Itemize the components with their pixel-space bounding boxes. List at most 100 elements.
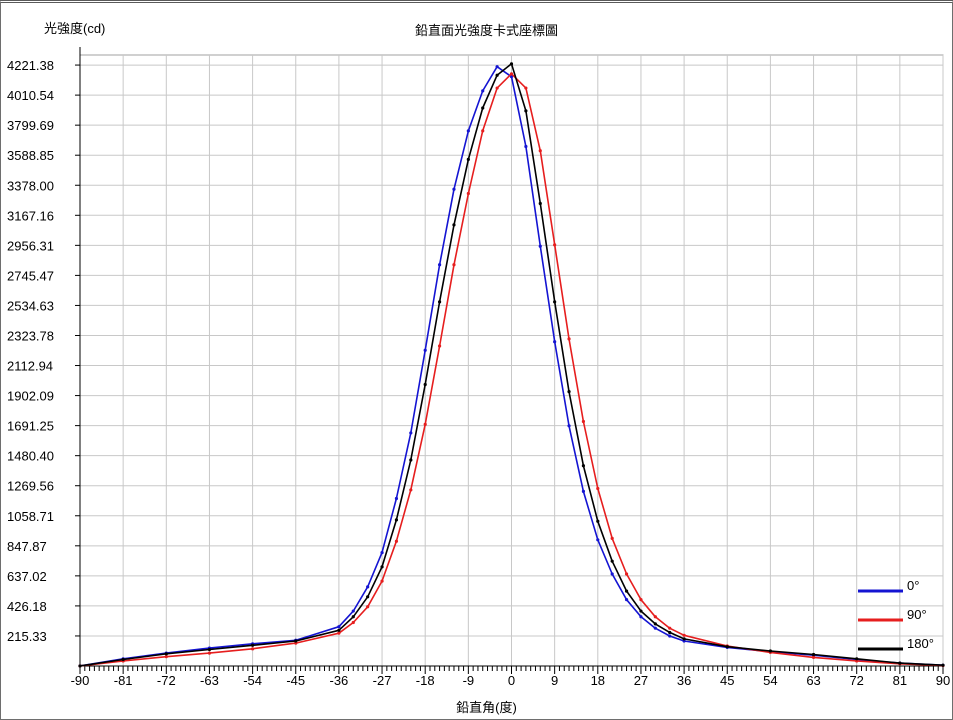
y-tick-label: 426.18 <box>7 599 47 614</box>
y-tick-label: 637.02 <box>7 569 47 584</box>
series-point-1 <box>495 86 499 90</box>
x-tick-label: 18 <box>591 673 605 688</box>
y-tick-label: 1058.71 <box>7 509 54 524</box>
x-tick-label: -63 <box>200 673 219 688</box>
series-point-1 <box>624 572 629 576</box>
series-point-0 <box>524 144 528 149</box>
x-tick-label: 45 <box>720 673 734 688</box>
y-tick-label: 2112.94 <box>7 359 53 374</box>
series-point-2 <box>668 630 672 635</box>
series-point-0 <box>337 625 341 629</box>
series-point-2 <box>164 652 168 656</box>
x-tick-label: 36 <box>677 673 691 688</box>
series-point-2 <box>898 661 902 665</box>
legend-label-0: 0° <box>907 578 919 593</box>
series-point-0 <box>610 572 614 576</box>
series-point-2 <box>351 615 355 619</box>
series-point-1 <box>567 337 571 341</box>
series-point-1 <box>524 86 528 90</box>
y-axis-label: 光強度(cd) <box>44 21 106 36</box>
x-tick-label: -54 <box>243 673 262 688</box>
series-point-0 <box>466 129 470 133</box>
series-point-0 <box>409 431 413 435</box>
y-tick-label: 3378.00 <box>7 178 54 193</box>
series-point-2 <box>466 157 470 161</box>
x-tick-label: -45 <box>286 673 305 688</box>
series-point-2 <box>409 458 413 462</box>
series-point-1 <box>437 344 442 348</box>
series-point-2 <box>610 559 614 563</box>
series-point-2 <box>366 595 370 599</box>
series-point-0 <box>366 585 370 589</box>
series-point-1 <box>481 129 485 133</box>
y-tick-label: 4221.38 <box>7 58 54 73</box>
x-tick-label: -27 <box>373 673 392 688</box>
series-point-2 <box>653 622 657 626</box>
y-tick-label: 2323.78 <box>7 328 54 343</box>
series-point-1 <box>610 536 614 540</box>
series-point-2 <box>596 519 600 523</box>
series-point-2 <box>437 300 442 304</box>
series-point-1 <box>394 539 399 543</box>
series-point-2 <box>682 637 686 641</box>
x-tick-label: -90 <box>71 673 90 688</box>
y-tick-label: 1902.09 <box>7 389 54 404</box>
series-point-2 <box>524 109 528 113</box>
series-point-0 <box>423 348 427 352</box>
series-point-2 <box>855 657 859 661</box>
series-point-0 <box>567 424 571 428</box>
series-point-2 <box>337 628 341 632</box>
series-point-0 <box>509 75 514 79</box>
series-point-0 <box>624 598 629 602</box>
series-point-1 <box>581 419 586 424</box>
series-point-1 <box>366 605 370 609</box>
series-point-0 <box>581 489 586 493</box>
series-point-1 <box>653 615 657 619</box>
y-tick-label: 3799.69 <box>7 118 54 133</box>
x-tick-label: 72 <box>849 673 863 688</box>
x-tick-label: 54 <box>763 673 777 688</box>
series-point-1 <box>509 72 514 76</box>
series-point-2 <box>294 639 298 643</box>
series-point-2 <box>495 73 499 77</box>
x-tick-label: -72 <box>157 673 176 688</box>
series-point-2 <box>251 643 255 647</box>
x-tick-label: 81 <box>893 673 907 688</box>
series-point-2 <box>553 300 557 304</box>
x-axis-label: 鉛直角(度) <box>456 700 517 715</box>
series-point-2 <box>380 565 384 569</box>
series-point-1 <box>811 655 816 659</box>
y-tick-label: 1691.25 <box>7 419 54 434</box>
series-point-1 <box>164 655 168 659</box>
series-point-2 <box>452 223 456 227</box>
series-point-0 <box>351 609 355 613</box>
series-point-2 <box>768 649 773 653</box>
series-point-1 <box>466 191 470 196</box>
x-tick-label: 27 <box>634 673 648 688</box>
series-point-0 <box>538 244 542 248</box>
series-point-1 <box>596 486 600 491</box>
series-point-2 <box>624 589 629 593</box>
series-point-2 <box>567 390 571 394</box>
series-point-1 <box>337 631 341 635</box>
series-point-0 <box>639 615 643 619</box>
y-tick-label: 3167.16 <box>7 208 54 223</box>
series-point-1 <box>452 263 456 267</box>
y-tick-label: 3588.85 <box>7 148 54 163</box>
x-tick-label: 90 <box>936 673 950 688</box>
y-tick-label: 215.33 <box>7 629 47 644</box>
series-point-1 <box>668 626 672 630</box>
series-point-1 <box>423 422 427 426</box>
chart-title: 鉛直面光強度卡式座標圖 <box>414 23 558 38</box>
series-point-0 <box>452 187 456 191</box>
x-tick-label: 9 <box>551 673 558 688</box>
series-point-0 <box>553 340 557 344</box>
series-point-1 <box>251 647 255 651</box>
series-point-2 <box>207 647 212 652</box>
series-point-2 <box>509 62 514 66</box>
x-tick-label: -81 <box>114 673 133 688</box>
y-tick-label: 2745.47 <box>7 268 54 283</box>
series-point-2 <box>121 657 125 662</box>
y-tick-label: 847.87 <box>7 539 47 554</box>
